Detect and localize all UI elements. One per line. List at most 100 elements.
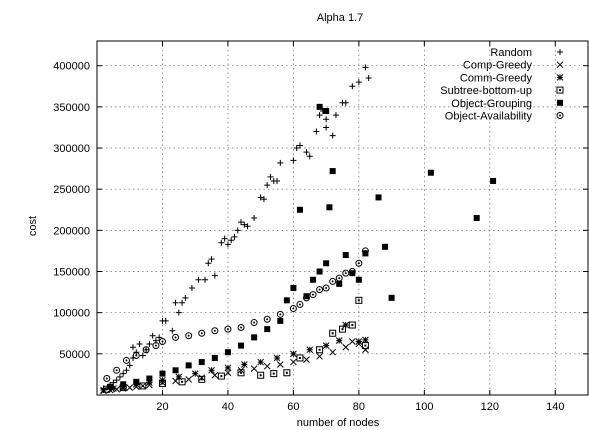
- data-point: [257, 371, 265, 379]
- data-point: [208, 256, 215, 263]
- data-point: [316, 112, 323, 119]
- data-point: [270, 370, 278, 378]
- data-point: [326, 204, 333, 211]
- data-point: [139, 352, 146, 359]
- data-point: [251, 334, 258, 341]
- legend-label: Subtree-bottom-up: [440, 85, 532, 97]
- data-point: [336, 280, 343, 287]
- data-point: [342, 321, 350, 329]
- data-point: [362, 250, 369, 257]
- data-point: [361, 247, 369, 255]
- data-point: [172, 367, 179, 374]
- data-point: [122, 356, 130, 364]
- legend-label: Comp-Greedy: [463, 60, 533, 72]
- data-point: [162, 317, 169, 324]
- data-point: [365, 75, 372, 82]
- x-tick-label: 40: [222, 401, 234, 413]
- data-point: [296, 300, 304, 308]
- axis-ticks: 20 40 60 80 100 120 140 50000 100000 150000 200000…: [53, 41, 588, 413]
- x-tick-label: 120: [481, 401, 499, 413]
- data-point: [264, 326, 271, 333]
- data-point: [277, 159, 284, 166]
- data-point: [348, 268, 356, 276]
- data-point: [241, 221, 248, 228]
- x-tick-label: 60: [287, 401, 299, 413]
- data-point: [267, 173, 274, 180]
- data-point: [263, 362, 271, 370]
- data-point: [323, 260, 330, 267]
- chart-title: Alpha 1.7: [317, 12, 363, 24]
- y-tick-label: 200000: [53, 225, 90, 237]
- data-point: [146, 340, 153, 347]
- data-point: [228, 237, 235, 244]
- legend-label: Random: [490, 47, 532, 59]
- data-point: [273, 354, 281, 362]
- data-point: [238, 342, 245, 349]
- data-point: [185, 362, 192, 369]
- data-point: [202, 276, 209, 283]
- data-point: [244, 223, 251, 230]
- data-point: [123, 367, 130, 374]
- data-point: [238, 219, 245, 226]
- legend-label: Object-Availability: [445, 111, 533, 123]
- series-5: [103, 247, 369, 383]
- data-point: [224, 241, 231, 248]
- data-point: [274, 177, 281, 184]
- data-point: [329, 132, 336, 139]
- data-point: [136, 340, 143, 347]
- legend-marker: [556, 112, 564, 119]
- data-point: [316, 286, 324, 294]
- data-point: [152, 342, 160, 350]
- data-point: [169, 327, 176, 334]
- data-point: [329, 277, 337, 285]
- data-point: [113, 366, 121, 374]
- series-3: [103, 296, 369, 393]
- data-point: [342, 343, 350, 351]
- data-point: [296, 354, 304, 362]
- data-point: [276, 361, 284, 368]
- data-point: [198, 375, 206, 383]
- data-point: [335, 337, 343, 345]
- data-point: [355, 79, 362, 86]
- data-point: [329, 348, 337, 356]
- data-point: [290, 358, 297, 366]
- data-point: [362, 336, 369, 344]
- data-point: [113, 377, 120, 384]
- y-tick-label: 100000: [53, 308, 90, 320]
- data-point: [306, 346, 314, 354]
- data-point: [303, 293, 310, 300]
- data-point: [130, 344, 137, 351]
- data-point: [290, 157, 297, 164]
- x-tick-label: 100: [415, 401, 433, 413]
- data-point: [276, 310, 284, 318]
- x-axis-label: number of nodes: [297, 417, 380, 429]
- data-point: [240, 361, 248, 368]
- data-point: [490, 177, 497, 184]
- data-point: [296, 206, 303, 213]
- data-point: [172, 377, 179, 385]
- data-point: [277, 317, 284, 324]
- data-point: [231, 233, 238, 240]
- data-point: [211, 272, 218, 279]
- data-point: [355, 276, 362, 283]
- data-point: [306, 153, 313, 160]
- data-point: [388, 294, 395, 301]
- data-point: [132, 351, 140, 359]
- data-point: [316, 352, 323, 360]
- data-point: [283, 369, 291, 377]
- y-tick-label: 400000: [53, 61, 90, 73]
- data-point: [172, 299, 179, 306]
- data-point: [316, 103, 323, 110]
- data-point: [290, 284, 297, 291]
- data-point: [290, 350, 297, 358]
- data-point: [355, 338, 363, 345]
- data-point: [293, 145, 300, 152]
- series-2: [100, 321, 369, 394]
- data-point: [251, 215, 258, 221]
- data-point: [198, 329, 206, 337]
- data-point: [126, 362, 133, 369]
- data-point: [107, 383, 114, 390]
- legend-marker: [556, 74, 564, 81]
- data-point: [316, 346, 324, 354]
